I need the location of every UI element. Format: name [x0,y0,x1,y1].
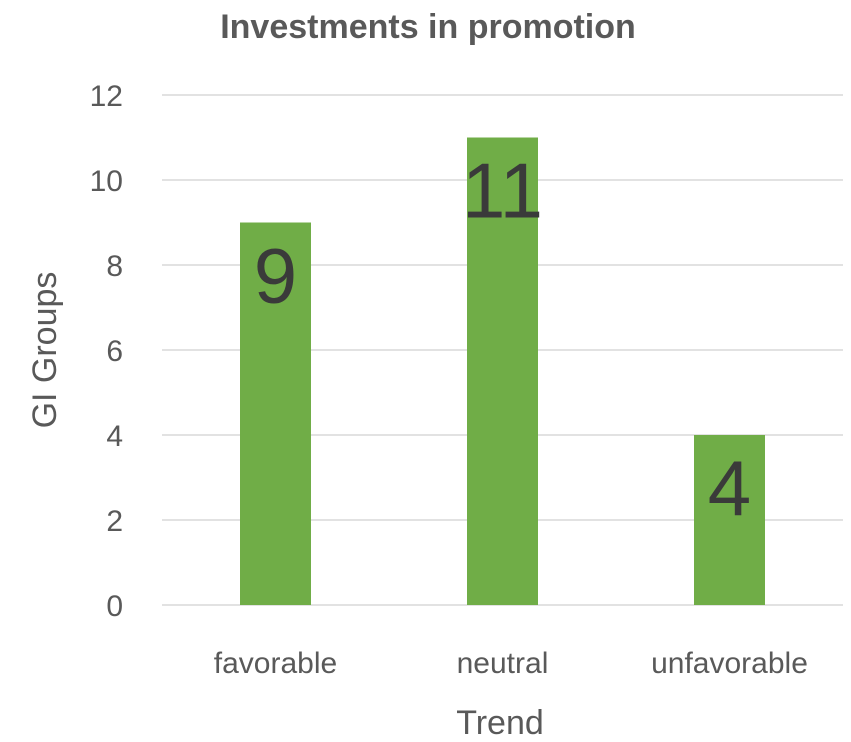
y-tick-label: 6 [106,335,123,368]
x-tick-label: neutral [457,647,549,680]
x-tick-label: favorable [214,647,337,680]
x-axis-title: Trend [456,704,544,742]
y-tick-label: 0 [106,590,123,623]
bars [240,137,765,605]
data-label-unfavorable: 4 [708,444,751,532]
y-tick-label: 10 [90,165,123,198]
bar-neutral [467,137,538,605]
x-tick-label: unfavorable [651,647,808,680]
bar-favorable [240,222,311,605]
y-tick-label: 12 [90,80,123,113]
y-axis-ticks: 0 2 4 6 8 10 12 [90,80,123,623]
data-label-favorable: 9 [254,232,297,320]
chart-title: Investments in promotion [220,8,636,46]
data-label-neutral: 11 [462,147,543,235]
y-axis-title: GI Groups [26,272,64,429]
bar-unfavorable [694,435,765,605]
x-axis-ticks: favorable neutral unfavorable [214,647,808,680]
data-labels: 9 11 4 [254,147,751,533]
y-tick-label: 4 [106,420,123,453]
y-tick-label: 8 [106,250,123,283]
y-tick-label: 2 [106,505,123,538]
